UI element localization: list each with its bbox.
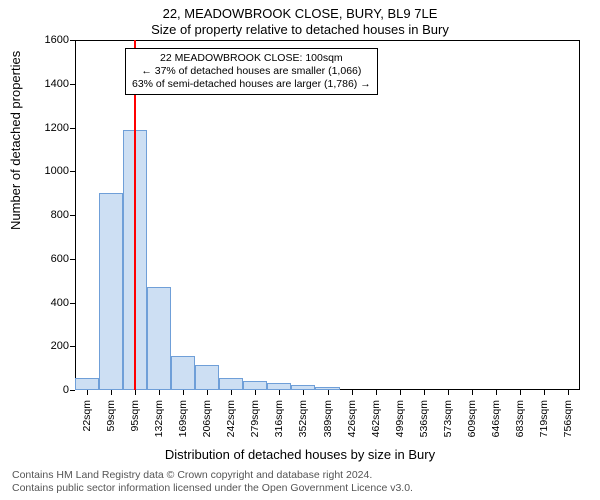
x-tick-label: 169sqm — [177, 396, 189, 437]
y-tick-label: 1600 — [35, 34, 75, 46]
x-tick-label: 389sqm — [322, 396, 334, 437]
x-tick-label: 756sqm — [562, 396, 574, 437]
y-tick-mark — [70, 171, 75, 172]
y-tick-mark — [70, 259, 75, 260]
x-tick-mark — [87, 390, 88, 395]
y-tick-label: 200 — [35, 340, 75, 352]
x-tick-mark — [303, 390, 304, 395]
x-tick-mark — [255, 390, 256, 395]
histogram-bar — [195, 365, 219, 390]
y-tick-label: 1000 — [35, 165, 75, 177]
histogram-bar — [243, 381, 267, 390]
x-tick-label: 646sqm — [490, 396, 502, 437]
x-tick-label: 95sqm — [129, 396, 141, 432]
x-tick-mark — [400, 390, 401, 395]
y-tick-label: 0 — [35, 384, 75, 396]
x-tick-mark — [472, 390, 473, 395]
x-tick-label: 683sqm — [514, 396, 526, 437]
y-tick-label: 1400 — [35, 78, 75, 90]
y-tick-label: 800 — [35, 209, 75, 221]
x-tick-mark — [496, 390, 497, 395]
x-tick-mark — [448, 390, 449, 395]
x-tick-label: 536sqm — [418, 396, 430, 437]
chart-container: 22, MEADOWBROOK CLOSE, BURY, BL9 7LE Siz… — [0, 0, 600, 500]
x-tick-label: 22sqm — [81, 396, 93, 432]
y-tick-mark — [70, 346, 75, 347]
x-tick-label: 279sqm — [249, 396, 261, 437]
histogram-bar — [75, 378, 99, 390]
x-tick-label: 59sqm — [105, 396, 117, 432]
chart-title-line1: 22, MEADOWBROOK CLOSE, BURY, BL9 7LE — [0, 6, 600, 21]
x-tick-mark — [279, 390, 280, 395]
x-tick-label: 206sqm — [201, 396, 213, 437]
x-axis-label: Distribution of detached houses by size … — [0, 447, 600, 462]
y-tick-mark — [70, 215, 75, 216]
y-tick-mark — [70, 84, 75, 85]
y-tick-mark — [70, 390, 75, 391]
x-tick-label: 132sqm — [153, 396, 165, 437]
x-tick-mark — [183, 390, 184, 395]
footer-line2: Contains public sector information licen… — [12, 482, 413, 494]
x-tick-mark — [352, 390, 353, 395]
annotation-line: 63% of semi-detached houses are larger (… — [132, 78, 371, 91]
x-tick-label: 426sqm — [346, 396, 358, 437]
annotation-line: ← 37% of detached houses are smaller (1,… — [132, 65, 371, 78]
x-tick-label: 609sqm — [466, 396, 478, 437]
y-tick-mark — [70, 40, 75, 41]
x-tick-mark — [376, 390, 377, 395]
x-tick-label: 573sqm — [442, 396, 454, 437]
histogram-bar — [219, 378, 243, 390]
y-tick-label: 1200 — [35, 122, 75, 134]
plot-area: 0200400600800100012001400160022sqm59sqm9… — [75, 40, 580, 390]
histogram-bar — [99, 193, 123, 390]
y-tick-mark — [70, 303, 75, 304]
x-tick-label: 719sqm — [538, 396, 550, 437]
y-axis-label: Number of detached properties — [8, 51, 23, 230]
x-tick-mark — [568, 390, 569, 395]
histogram-bar — [147, 287, 171, 390]
x-tick-mark — [207, 390, 208, 395]
x-tick-mark — [544, 390, 545, 395]
histogram-bar — [171, 356, 195, 390]
footer-line1: Contains HM Land Registry data © Crown c… — [12, 469, 372, 481]
x-tick-mark — [231, 390, 232, 395]
y-tick-label: 600 — [35, 253, 75, 265]
x-tick-label: 316sqm — [273, 396, 285, 437]
y-tick-mark — [70, 128, 75, 129]
x-tick-label: 242sqm — [225, 396, 237, 437]
x-tick-mark — [159, 390, 160, 395]
x-tick-label: 462sqm — [370, 396, 382, 437]
chart-title-line2: Size of property relative to detached ho… — [0, 22, 600, 37]
annotation-line: 22 MEADOWBROOK CLOSE: 100sqm — [132, 52, 371, 65]
x-tick-label: 499sqm — [394, 396, 406, 437]
x-tick-mark — [135, 390, 136, 395]
x-tick-mark — [111, 390, 112, 395]
x-tick-mark — [424, 390, 425, 395]
annotation-box: 22 MEADOWBROOK CLOSE: 100sqm← 37% of det… — [125, 48, 378, 95]
y-tick-label: 400 — [35, 297, 75, 309]
x-tick-label: 352sqm — [297, 396, 309, 437]
x-tick-mark — [328, 390, 329, 395]
x-tick-mark — [520, 390, 521, 395]
